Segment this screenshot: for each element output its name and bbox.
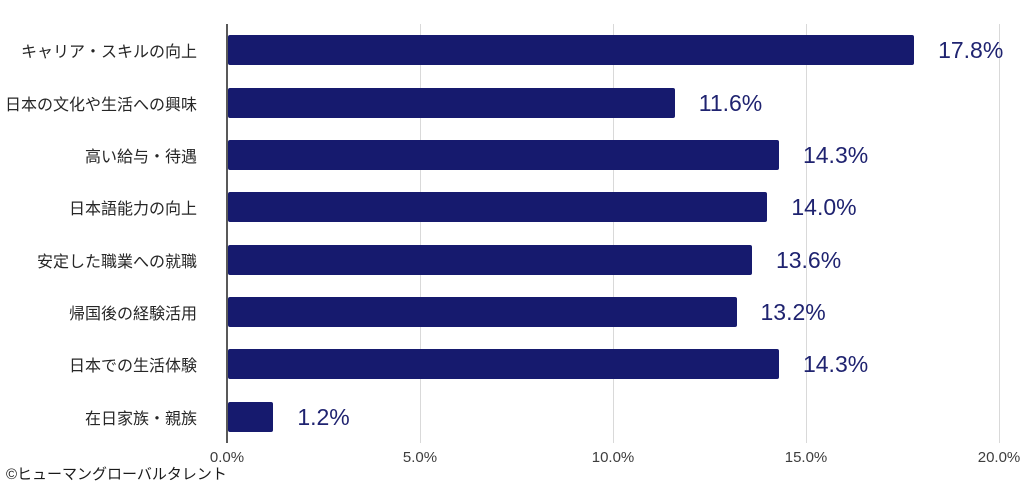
category-label: 日本の文化や生活への興味 bbox=[4, 96, 197, 114]
gridline bbox=[806, 24, 807, 443]
bar bbox=[228, 244, 752, 275]
value-label: 13.2% bbox=[760, 299, 826, 326]
x-tick-label: 15.0% bbox=[784, 449, 828, 466]
category-label: 高い給与・待遇 bbox=[84, 148, 197, 166]
bar bbox=[228, 297, 737, 328]
category-label: 日本での生活体験 bbox=[68, 358, 197, 376]
gridline bbox=[999, 24, 1000, 443]
bar-row: 11.6% bbox=[227, 76, 999, 128]
bar bbox=[228, 192, 768, 223]
bar bbox=[228, 87, 675, 118]
bar-row: 14.3% bbox=[227, 129, 999, 181]
x-tick-label: 0.0% bbox=[209, 449, 245, 466]
copyright-text: ©ヒューマングローバルタレント bbox=[6, 466, 227, 483]
bar bbox=[228, 35, 915, 66]
bar bbox=[228, 349, 779, 380]
value-label: 17.8% bbox=[938, 37, 1004, 64]
bar-row: 14.0% bbox=[227, 181, 999, 233]
value-label: 14.3% bbox=[802, 351, 869, 378]
bar bbox=[228, 401, 274, 432]
category-label: 帰国後の経験活用 bbox=[68, 306, 197, 324]
value-label: 14.0% bbox=[791, 194, 857, 221]
category-label: キャリア・スキルの向上 bbox=[20, 44, 197, 62]
bar-row: 1.2% bbox=[227, 391, 999, 443]
x-tick-label: 10.0% bbox=[591, 449, 635, 466]
category-label: 日本語能力の向上 bbox=[68, 201, 197, 219]
x-tick-label: 20.0% bbox=[977, 449, 1021, 466]
y-axis-line bbox=[226, 24, 228, 443]
x-axis: 0.0% 5.0% 10.0% 15.0% 20.0% bbox=[210, 449, 1020, 469]
category-label: 安定した職業への就職 bbox=[36, 253, 197, 271]
bar bbox=[228, 139, 779, 170]
bar-row: 13.2% bbox=[227, 286, 999, 338]
category-labels: キャリア・スキルの向上日本の文化や生活への興味高い給与・待遇日本語能力の向上安定… bbox=[0, 24, 212, 443]
bar-row: 17.8% bbox=[227, 24, 1003, 76]
value-label: 11.6% bbox=[698, 89, 763, 116]
category-label: 在日家族・親族 bbox=[84, 410, 197, 428]
gridline bbox=[420, 24, 421, 443]
value-label: 13.6% bbox=[775, 246, 842, 273]
value-label: 14.3% bbox=[802, 141, 869, 168]
x-tick-label: 5.0% bbox=[402, 449, 438, 466]
gridline bbox=[613, 24, 614, 443]
value-label: 1.2% bbox=[297, 403, 350, 430]
bar-row: 14.3% bbox=[227, 338, 999, 390]
bar-row: 13.6% bbox=[227, 234, 999, 286]
plot-area: 17.8% 11.6% 14.3% 14.0% 13.6% 13.2% 14.3% 1.2% bbox=[226, 24, 1003, 443]
